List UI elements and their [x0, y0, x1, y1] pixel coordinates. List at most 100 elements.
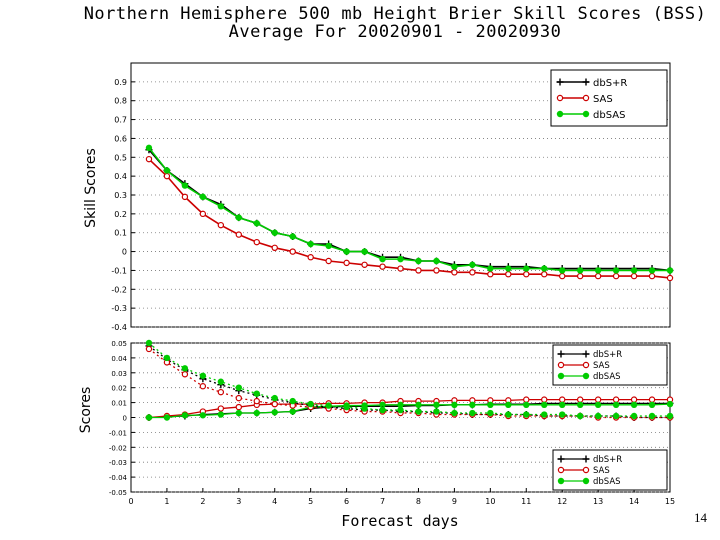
x-tick-label: 7	[380, 497, 385, 506]
top-series-point	[523, 265, 530, 272]
bottom-series-point-upper	[235, 384, 242, 391]
top-y-tick-label: 0.2	[114, 210, 127, 219]
bottom-series-point-lower	[594, 401, 602, 409]
top-y-tick-label: 0.4	[114, 172, 127, 181]
bottom-series-point-upper	[415, 408, 422, 415]
bottom-series-point-upper	[505, 411, 512, 418]
bottom-series-point-lower	[648, 396, 656, 403]
bottom-series-point-lower	[594, 396, 602, 403]
bottom-series-point-upper	[541, 411, 548, 418]
bottom-series-point-lower	[217, 405, 225, 412]
bottom-legend-lower-label: SAS	[593, 466, 610, 476]
bottom-series-point-lower	[253, 409, 260, 417]
x-tick-label: 2	[200, 497, 205, 506]
top-series-point	[397, 265, 404, 272]
bottom-series-point-upper	[253, 397, 260, 405]
bottom-legend-lower-label: dbS+R	[593, 455, 622, 465]
bottom-series-point-lower	[451, 401, 458, 409]
bottom-series-point-upper	[594, 412, 602, 420]
top-y-tick-label: 0.5	[114, 153, 127, 162]
top-legend-marker	[556, 78, 564, 86]
bottom-series-point-lower	[433, 401, 440, 409]
top-series-point	[576, 272, 584, 280]
bottom-series-point-lower	[181, 412, 189, 419]
top-y-tick-label: -0.2	[111, 285, 127, 294]
bottom-y-tick-label: 0.05	[111, 340, 127, 348]
bottom-series-point-upper	[343, 403, 350, 411]
x-tick-label: 13	[593, 497, 603, 506]
top-series-point	[505, 271, 512, 278]
top-series-point	[145, 144, 153, 152]
x-tick-label: 10	[485, 497, 495, 506]
x-tick-label: 9	[452, 497, 457, 506]
bottom-y-tick-label: -0.02	[109, 444, 127, 452]
bottom-legend-upper-label: SAS	[593, 361, 610, 371]
bottom-series-point-lower	[487, 401, 494, 409]
bottom-series-point-upper	[289, 397, 296, 405]
bottom-series-point-upper	[199, 383, 207, 390]
top-series-point	[199, 210, 207, 218]
top-series-point	[505, 265, 512, 272]
top-series-point	[253, 220, 260, 227]
bottom-series-point-upper	[612, 412, 620, 420]
bottom-series-point-upper	[307, 400, 314, 408]
bottom-series-point-lower	[541, 401, 548, 409]
bottom-series-point-upper	[145, 339, 153, 347]
chart-subtitle: Average For 20020901 - 20020930	[228, 22, 562, 42]
bottom-series-point-upper	[145, 345, 153, 353]
top-series-point	[576, 267, 584, 274]
top-series-point	[630, 267, 638, 274]
top-legend-marker	[582, 94, 590, 102]
x-tick-label: 14	[629, 497, 639, 506]
top-series-point	[433, 257, 440, 265]
top-series-point	[379, 255, 386, 263]
bottom-series-point-lower	[559, 401, 566, 409]
bottom-legend-upper-marker	[557, 361, 565, 369]
bottom-y-tick-label: 0.03	[111, 370, 127, 378]
top-y-tick-label: -0.3	[111, 304, 127, 313]
bottom-legend-upper-label: dbSAS	[593, 372, 621, 382]
bottom-series-point-lower	[415, 401, 422, 409]
bottom-series-point-upper	[235, 394, 242, 402]
bottom-series-point-upper	[271, 394, 278, 402]
top-y-tick-label: -0.4	[111, 323, 127, 332]
top-series-point	[271, 244, 278, 251]
top-y-tick-label: 0.3	[114, 191, 127, 200]
bottom-series-point-upper	[559, 411, 566, 418]
top-series-point	[343, 259, 350, 267]
bottom-series-point-lower	[397, 401, 404, 409]
top-series-point	[666, 274, 674, 282]
bottom-series-point-lower	[630, 396, 638, 403]
top-series-point	[612, 267, 620, 274]
x-tick-label: 11	[521, 497, 531, 506]
bottom-legend-upper-marker	[582, 372, 590, 380]
top-series-point	[217, 203, 225, 210]
bottom-series-point-lower	[523, 401, 530, 409]
bottom-series-point-upper	[487, 409, 494, 417]
top-series-point	[325, 257, 332, 265]
x-tick-label: 0	[128, 497, 133, 506]
x-tick-label: 15	[665, 497, 675, 506]
bottom-y-axis-label: Scores	[78, 386, 94, 434]
bottom-series-point-upper	[253, 390, 260, 397]
top-legend-label: SAS	[593, 94, 613, 105]
x-tick-label: 6	[344, 497, 349, 506]
bottom-legend-lower-marker	[582, 466, 590, 474]
bottom-series-point-upper	[576, 412, 584, 420]
top-series-point	[541, 265, 548, 272]
bottom-legend-lower-marker	[557, 466, 565, 474]
bottom-series-point-lower	[666, 400, 674, 408]
top-series-point	[523, 271, 530, 278]
bottom-series-point-lower	[271, 409, 278, 416]
top-series-point	[181, 182, 189, 189]
top-series-point	[415, 257, 422, 265]
bottom-series-point-lower	[523, 396, 530, 403]
bottom-series-point-lower	[576, 396, 584, 403]
bottom-series-point-upper	[217, 378, 225, 385]
top-series-point	[594, 267, 602, 274]
bottom-y-tick-label: -0.05	[109, 489, 127, 497]
top-y-tick-label: 0.1	[114, 229, 127, 238]
bottom-series-point-upper	[397, 406, 404, 414]
bottom-series-point-lower	[648, 401, 656, 409]
